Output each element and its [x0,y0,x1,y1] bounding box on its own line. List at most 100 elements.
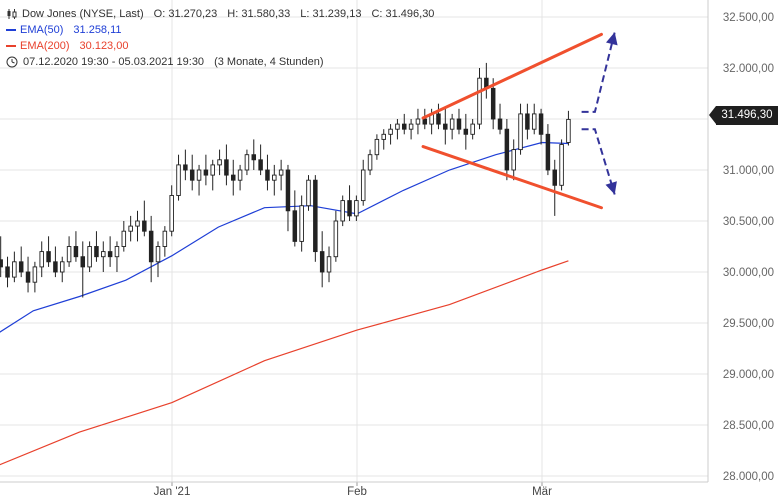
candle-body [210,164,215,176]
candle-body [53,261,58,273]
legend-ema50-label: EMA(50) [20,24,64,36]
ema200-line [0,260,569,466]
legend-ema200-value: 30.123,00 [79,40,129,52]
candle-body [265,169,270,181]
candle [0,236,3,278]
candle [12,251,17,283]
legend-period-row: 07.12.2020 19:30 - 05.03.2021 19:30 (3 M… [6,54,434,70]
legend-low: L: 31.239,13 [300,8,362,20]
candle-body [258,159,263,171]
candle [169,185,174,237]
y-tick-label: 32.000,00 [723,63,774,75]
y-tick-label: 30.500,00 [723,216,774,228]
candle-body [354,200,359,217]
candle-body [94,246,99,258]
candle [456,108,462,135]
candle [203,154,209,186]
candle [566,110,571,146]
candle-body [388,128,393,135]
candle [347,185,352,221]
candle [313,175,318,262]
candle [25,256,31,293]
candle-body [285,169,291,212]
candle [265,154,270,191]
candle [272,164,277,196]
candle-body [148,230,154,263]
y-tick-label: 29.500,00 [723,318,774,330]
candle [497,103,503,135]
candle [395,119,400,140]
candle [463,113,469,150]
candle [189,154,195,191]
candle [18,246,24,278]
candle [477,68,482,130]
candle-body [415,118,421,125]
candle-body [121,230,127,247]
candle [388,124,393,145]
candle [196,164,202,196]
candle [278,159,284,191]
scenario-arrow-head [605,181,617,195]
candle-body [340,200,345,222]
candle-body [155,246,161,263]
candle-body [545,133,551,171]
candle-body [12,261,17,278]
ema50-swatch [6,29,16,31]
candle-body [46,251,51,263]
candle-body [114,246,120,258]
candle-body [66,246,72,263]
y-tick-label: 31.000,00 [723,165,774,177]
candle [525,103,530,140]
candle-body [189,169,195,181]
y-tick-label: 28.000,00 [723,471,774,483]
candle [46,236,51,267]
trendline [421,32,603,120]
candle [135,210,140,242]
candle-body [456,118,462,130]
candle-body [449,118,455,130]
candle [340,195,345,227]
legend-instrument: Dow Jones (NYSE, Last) [22,8,144,20]
candle [381,129,386,150]
candle [128,215,133,242]
candle-body [552,169,557,186]
candle [531,103,537,135]
candle-body [422,118,428,125]
legend-open: O: 31.270,23 [153,8,218,20]
candle-body [128,225,133,232]
candle-body [25,271,31,283]
y-tick-label: 32.500,00 [723,12,774,24]
legend-period: 07.12.2020 19:30 - 05.03.2021 19:30 [23,56,205,68]
candle-body [319,251,325,273]
candle [142,200,147,237]
candle [326,246,332,283]
y-tick-label: 28.500,00 [723,420,774,432]
candle-body [504,128,510,171]
legend-ema200-row: EMA(200) 30.123,00 [6,38,434,54]
candle-body [395,123,400,130]
candle-body [203,169,209,176]
candle [511,139,516,181]
trendlines [421,32,603,210]
candle [210,159,215,191]
candle [422,108,428,130]
candle [224,144,229,186]
legend-ema200-label: EMA(200) [20,40,70,52]
legend-interval: (3 Monate, 4 Stunden) [214,56,324,68]
candle-body [278,169,284,176]
candle [306,175,311,211]
candle [319,231,325,288]
ema50-series [0,141,569,333]
candle-body [538,113,544,135]
last-price-badge: 31.496,30 [709,106,778,125]
candle [155,241,161,278]
candle [504,119,510,181]
candle-body [490,87,496,120]
candle [354,195,359,221]
candle [73,231,79,262]
candle [470,119,475,140]
candle [148,215,154,283]
scenario-arrow-head [606,32,618,46]
candle-body [176,164,181,196]
